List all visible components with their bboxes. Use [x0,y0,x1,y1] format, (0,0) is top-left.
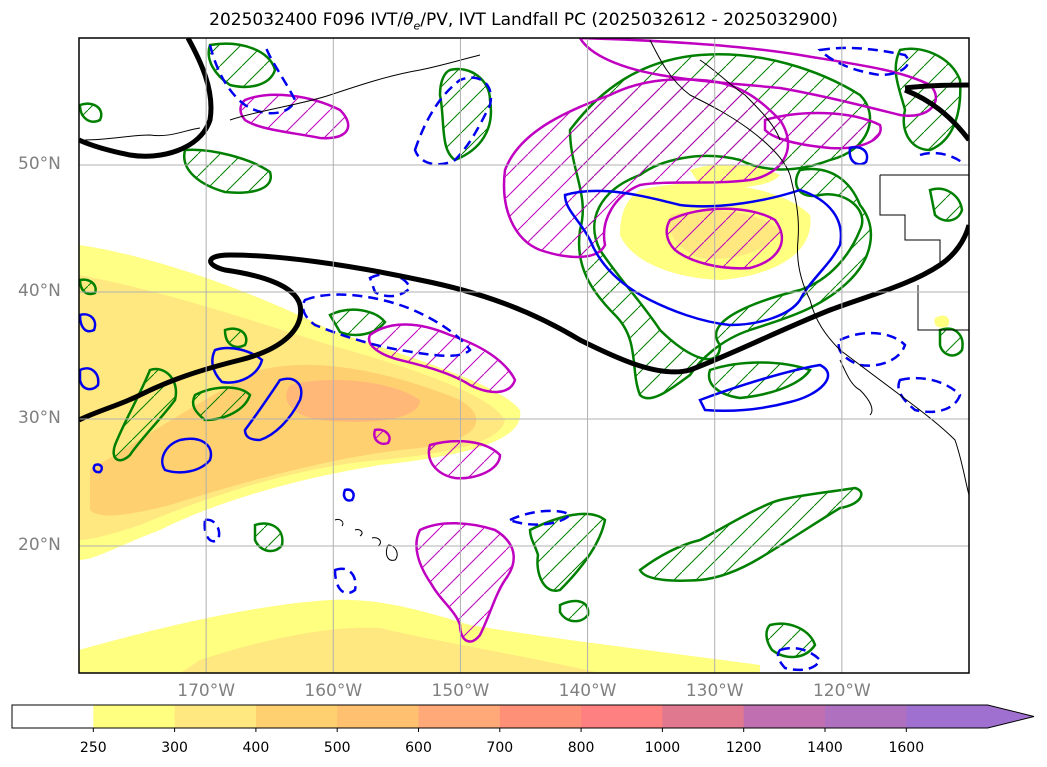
colorbar-tick-label: 250 [79,740,107,756]
colorbar-segment [93,705,176,728]
colorbar-tick-label: 400 [242,740,270,756]
colorbar-segment [825,705,907,728]
colorbar-tick-label: 1200 [725,740,762,756]
coastlines [84,39,969,561]
lon-tick-label: 170°W [177,681,236,701]
gridlines [79,38,969,673]
colorbar-segment [418,705,501,728]
colorbar-tick-label: 600 [405,740,432,756]
lat-tick-label: 30°N [18,408,61,428]
lon-tick-label: 120°W [812,681,871,701]
colorbar-tick-label: 800 [567,740,595,756]
lon-tick-label: 150°W [431,681,490,701]
lat-tick-label: 40°N [18,281,61,301]
colorbar-tick-label: 1000 [644,740,681,756]
landfall-pc-contours [79,38,969,423]
theta-e-dashed-contours [203,44,966,672]
lat-tick-label: 20°N [18,535,61,555]
pv-magenta-contours [239,38,937,643]
colorbar-extend-arrow [987,705,1034,728]
lon-tick-label: 160°W [304,681,363,701]
lat-tick-label: 50°N [18,154,61,174]
colorbar-segment [906,705,989,728]
colorbar-tick-label: 1600 [888,740,925,756]
ivt-colorbar [11,704,1035,732]
colorbar-tick-label: 300 [161,740,188,756]
colorbar-segment [255,705,338,728]
colorbar-segment [174,705,257,728]
colorbar-segment [337,705,419,728]
colorbar-segment [743,705,826,728]
colorbar-tick-label: 700 [486,740,514,756]
colorbar-outline [11,704,1035,729]
lon-tick-label: 140°W [558,681,617,701]
colorbar-segment [662,705,745,728]
colorbar-segment [581,705,663,728]
colorbar-segment [12,705,94,728]
lon-tick-label: 130°W [685,681,744,701]
colorbar-segment [499,705,582,728]
colorbar-tick-label: 1400 [807,740,843,756]
colorbar-tick-label: 500 [323,740,351,756]
map-frame [78,37,970,674]
map-title: 2025032400 F096 IVT/θe/PV, IVT Landfall … [209,10,838,33]
